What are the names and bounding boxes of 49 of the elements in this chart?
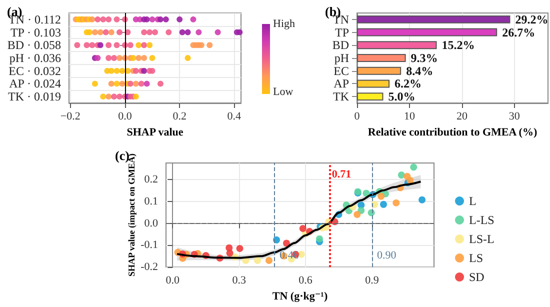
legend-label: L-LS — [469, 213, 494, 227]
x-tick-label: 0.0 — [118, 110, 132, 122]
x-tick-label: 10 — [404, 110, 416, 122]
y-tick-label: -0.1 — [140, 239, 158, 252]
y-tick-label: AP · 0.024 — [9, 76, 61, 91]
x-tick-label: 30 — [508, 110, 520, 122]
data-label: 5.0% — [388, 90, 416, 104]
x-tick-label: 0 — [354, 110, 360, 122]
x-tick-label: −0.2 — [60, 110, 80, 122]
text: Low — [273, 86, 294, 98]
y-tick-label: pH · 0.036 — [9, 51, 61, 65]
x-tick-label: 0.4 — [227, 110, 242, 122]
data-label: 8.4% — [406, 64, 434, 78]
data-label: 29.2% — [515, 12, 548, 26]
x-tick-label: 20 — [456, 110, 468, 122]
x-tick-label: 0.6 — [298, 274, 313, 287]
y-tick-label: BD · 0.058 — [7, 38, 61, 52]
x-tick-label: 0.2 — [172, 110, 186, 122]
x-axis-title: Relative contribution to GMEA (%) — [368, 126, 538, 138]
y-tick-label: -0.2 — [140, 261, 158, 274]
x-axis-title: SHAP value — [126, 126, 184, 138]
x-tick-label: 0.0 — [166, 274, 180, 287]
x-tick-label: 0.3 — [232, 274, 246, 287]
x-tick-label: 0.9 — [365, 274, 380, 287]
chart-title: (c) — [115, 148, 130, 163]
data-label: 9.3% — [410, 51, 438, 65]
legend-label: SD — [469, 270, 485, 284]
y-tick-label: 0.2 — [144, 173, 158, 186]
data-label: 26.7% — [502, 25, 536, 40]
y-tick-label: EC — [334, 64, 349, 78]
y-tick-label: BD — [332, 38, 350, 52]
legend-label: L — [469, 194, 476, 208]
y-tick-label: EC · 0.032 — [8, 64, 61, 78]
data-label: 15.2% — [442, 38, 475, 52]
y-tick-label: 0.1 — [144, 195, 158, 208]
legend-label: LS-L — [469, 232, 494, 246]
x-axis-title: TN (g·kg⁻¹) — [272, 290, 328, 302]
y-tick-label: TK — [333, 90, 350, 104]
y-tick-label: TP · 0.103 — [10, 25, 61, 40]
ref-line-label: 0.90 — [376, 250, 397, 262]
text: High — [273, 18, 295, 30]
y-tick-label: TK · 0.019 — [8, 90, 61, 104]
legend-label: LS — [469, 251, 484, 265]
ref-line-label: 0.71 — [332, 168, 352, 180]
y-tick-label: TP — [334, 25, 350, 40]
data-label: 6.2% — [394, 76, 422, 91]
y-tick-label: pH — [334, 51, 350, 65]
y-tick-label: 0.0 — [144, 217, 158, 230]
y-tick-label: AP — [334, 76, 350, 91]
